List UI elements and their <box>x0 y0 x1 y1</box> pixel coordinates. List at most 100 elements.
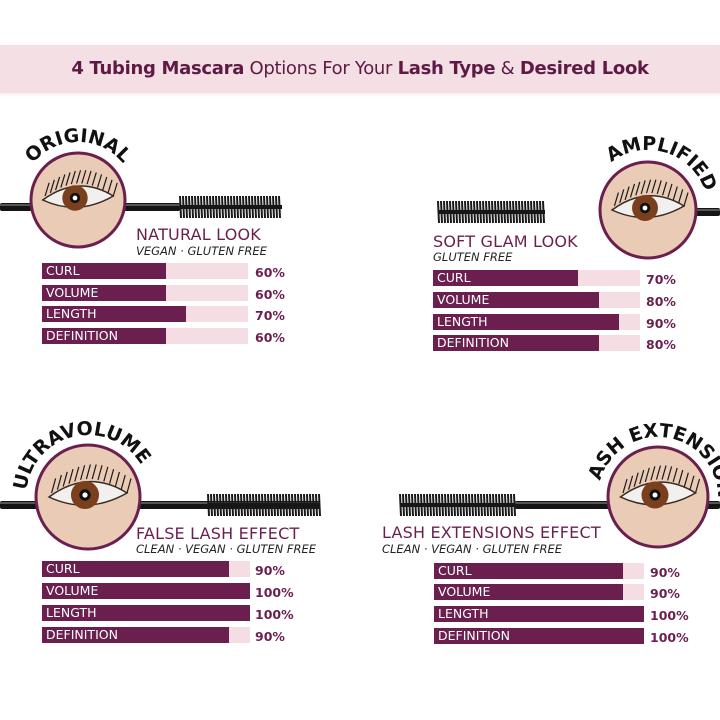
wand-handle <box>0 501 320 509</box>
bar-label: LENGTH <box>46 605 97 620</box>
brush-icon <box>207 493 321 517</box>
bar-track: DEFINITION <box>433 335 640 351</box>
bar-value-label: 100% <box>650 608 689 623</box>
bar-label: CURL <box>438 563 472 578</box>
bar-volume <box>433 292 599 308</box>
bar-track: CURL <box>42 263 248 279</box>
bar-value-label: 60% <box>255 330 285 345</box>
eye-photo <box>29 151 127 249</box>
bar-length <box>433 314 620 330</box>
wand-handle <box>600 208 720 216</box>
bar-label: LENGTH <box>437 314 488 329</box>
bar-value-label: 100% <box>255 607 294 622</box>
bar-value-label: 90% <box>650 565 680 580</box>
wand-handle <box>515 501 720 509</box>
look-subtitle: VEGAN · GLUTEN FREE <box>136 244 267 258</box>
bar-volume <box>434 584 623 600</box>
wand-highlight <box>0 502 320 504</box>
headline-part: Desired Look <box>519 58 649 79</box>
bar-track: VOLUME <box>42 583 250 599</box>
bar-label: DEFINITION <box>438 628 510 643</box>
bar-track: LENGTH <box>42 306 248 322</box>
headline-part: Options For Your <box>244 58 398 79</box>
bar-value-label: 100% <box>650 630 689 645</box>
bar-label: DEFINITION <box>46 328 118 343</box>
bar-label: LENGTH <box>46 306 97 321</box>
bar-label: CURL <box>437 270 471 285</box>
look-title: NATURAL LOOK <box>136 225 261 244</box>
bar-track: DEFINITION <box>42 627 250 643</box>
bar-value-label: 60% <box>255 287 285 302</box>
bar-curl <box>434 563 623 579</box>
brush-icon <box>179 195 282 219</box>
brush-icon <box>399 493 516 517</box>
wand-handle <box>0 203 180 211</box>
bar-length <box>42 605 250 621</box>
headline-part: Lash Type <box>397 58 496 79</box>
bar-value-label: 80% <box>646 294 676 309</box>
bar-value-label: 90% <box>650 586 680 601</box>
bar-label: LENGTH <box>438 606 489 621</box>
bar-track: DEFINITION <box>434 628 644 644</box>
bar-definition <box>42 627 230 643</box>
bar-value-label: 100% <box>255 585 294 600</box>
look-title: SOFT GLAM LOOK <box>433 232 578 251</box>
bar-value-label: 70% <box>646 272 676 287</box>
bar-label: VOLUME <box>438 584 491 599</box>
bar-value-label: 80% <box>646 337 676 352</box>
bar-length <box>434 606 644 622</box>
bar-value-label: 90% <box>255 629 285 644</box>
headline-part: & <box>495 58 520 79</box>
badge-label: AMPLIFIED <box>602 133 720 194</box>
bar-volume <box>42 285 166 301</box>
headline-part: 4 Tubing Mascara <box>71 58 245 79</box>
eye-photo <box>34 443 142 551</box>
eye-photo <box>598 160 698 260</box>
wand-highlight <box>600 209 720 211</box>
bar-track: LENGTH <box>42 605 250 621</box>
bar-track: LENGTH <box>433 314 640 330</box>
bar-track: LENGTH <box>434 606 644 622</box>
headline: 4 Tubing Mascara Options For Your Lash T… <box>0 58 720 79</box>
bar-volume <box>42 583 250 599</box>
look-title: FALSE LASH EFFECT <box>136 524 300 543</box>
badge-label: ORIGINAL <box>21 125 136 167</box>
bar-track: VOLUME <box>42 285 248 301</box>
bar-definition <box>434 628 644 644</box>
bar-label: VOLUME <box>437 292 490 307</box>
bar-track: CURL <box>434 563 644 579</box>
bar-curl <box>433 270 578 286</box>
bar-definition <box>433 335 599 351</box>
bar-track: DEFINITION <box>42 328 248 344</box>
brush-icon <box>437 200 545 224</box>
bar-label: VOLUME <box>46 583 99 598</box>
bar-label: VOLUME <box>46 285 99 300</box>
bar-label: CURL <box>46 263 80 278</box>
bar-label: CURL <box>46 561 80 576</box>
bar-value-label: 60% <box>255 265 285 280</box>
wand-highlight <box>515 502 720 504</box>
bar-track: VOLUME <box>433 292 640 308</box>
bar-value-label: 90% <box>255 563 285 578</box>
bar-label: DEFINITION <box>46 627 118 642</box>
look-subtitle: CLEAN · VEGAN · GLUTEN FREE <box>136 542 317 556</box>
badge-label: ULTRAVOLUME <box>9 418 155 492</box>
bar-definition <box>42 328 166 344</box>
look-subtitle: CLEAN · VEGAN · GLUTEN FREE <box>382 542 563 556</box>
look-title: LASH EXTENSIONS EFFECT <box>382 523 601 542</box>
bar-curl <box>42 561 230 577</box>
bar-track: CURL <box>42 561 250 577</box>
bar-value-label: 90% <box>646 316 676 331</box>
bar-length <box>42 306 187 322</box>
eye-photo <box>606 445 710 549</box>
bar-curl <box>42 263 166 279</box>
bar-track: CURL <box>433 270 640 286</box>
